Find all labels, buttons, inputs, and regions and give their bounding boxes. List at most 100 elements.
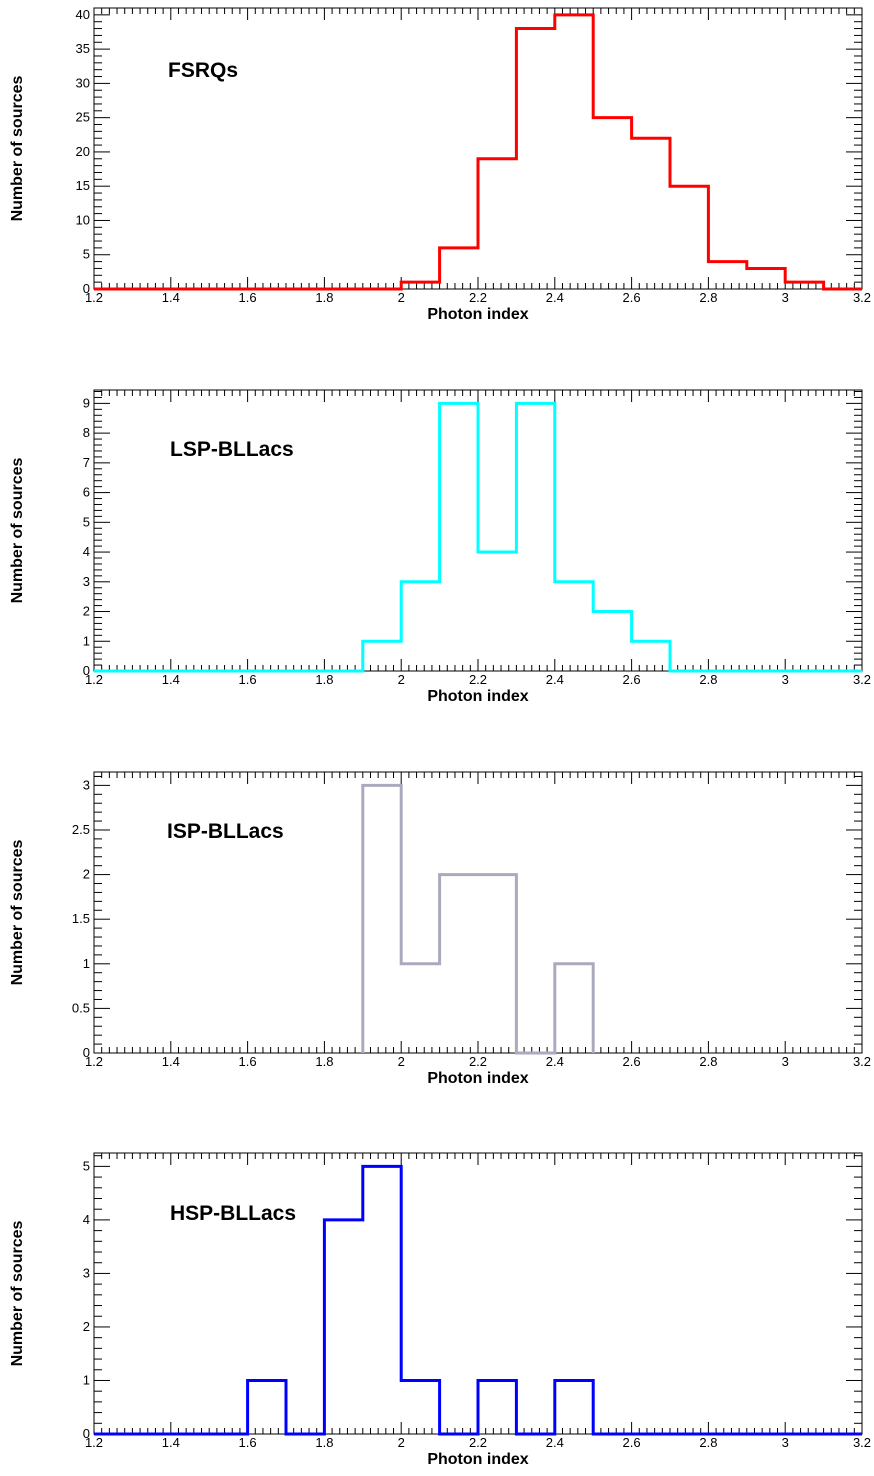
y-tick-label: 9 (83, 395, 90, 410)
x-axis-title: Photon index (427, 306, 528, 323)
histogram-bin (401, 1380, 439, 1434)
y-tick-label: 3 (83, 777, 90, 792)
x-tick-label: 1.8 (315, 672, 333, 687)
y-tick-label: 0 (83, 663, 90, 678)
x-tick-label: 1.2 (85, 1435, 103, 1450)
y-tick-label: 3 (83, 574, 90, 589)
y-tick-label: 6 (83, 485, 90, 500)
y-tick-label: 0.5 (72, 1000, 90, 1015)
histogram-bin (632, 138, 670, 289)
y-tick-label: 2 (83, 604, 90, 619)
x-tick-label: 2.4 (546, 290, 564, 305)
histogram-series (94, 1164, 862, 1436)
panel-hsp-bllacs: 1.2 1.4 1.6 1.8 2 2.2 2.4 2.6 2.8 3 3.2 0 1 2 3 4 5 Photo… (9, 1152, 871, 1468)
x-tick-label: 2 (398, 1054, 405, 1069)
y-tick-label: 7 (83, 455, 90, 470)
y-tick-label: 30 (76, 75, 90, 90)
x-tick-label: 2.6 (623, 290, 641, 305)
y-tick-label: 5 (83, 1158, 90, 1173)
histogram-bin (478, 552, 516, 671)
histogram-bin (555, 1380, 593, 1434)
histogram-bin (440, 875, 478, 1053)
y-axis-title: Number of sources (9, 457, 26, 603)
y-tick-label: 2 (83, 867, 90, 882)
x-tick-label: 2.8 (699, 672, 717, 687)
histogram-bin (401, 964, 439, 1053)
x-tick-label: 2.6 (623, 1054, 641, 1069)
histogram-bin (440, 248, 478, 289)
histogram-bin (440, 403, 478, 671)
histogram-bin (555, 964, 593, 1053)
x-tick-label: 3.2 (853, 672, 871, 687)
panel-fsrqs: 1.2 1.4 1.6 1.8 2 2.2 2.4 2.6 2.8 3 3.2 0 5 10 15 20 25 3… (9, 7, 871, 323)
y-tick-label: 40 (76, 7, 90, 22)
x-tick-label: 3.2 (853, 1054, 871, 1069)
x-tick-label: 1.8 (315, 1054, 333, 1069)
histogram-bin (555, 15, 593, 289)
x-tick-label: 1.4 (162, 290, 180, 305)
panel-label: HSP-BLLacs (170, 1202, 296, 1225)
x-tick-label: 2.8 (699, 290, 717, 305)
y-tick-label: 4 (83, 1212, 90, 1227)
histogram-bin (363, 641, 401, 671)
histogram-bin (478, 1380, 516, 1434)
y-axis-title: Number of sources (9, 75, 26, 221)
x-tick-label: 3 (782, 290, 789, 305)
y-tick-label: 25 (76, 110, 90, 125)
histogram-bin (516, 403, 554, 671)
histogram-bin (324, 1220, 362, 1434)
x-tick-label: 2 (398, 290, 405, 305)
y-tick-label: 0 (83, 1426, 90, 1441)
histogram-bin (363, 1166, 401, 1434)
x-axis-title: Photon index (427, 1070, 528, 1087)
x-tick-label: 2.2 (469, 1435, 487, 1450)
x-tick-label: 2.8 (699, 1435, 717, 1450)
x-tick-label: 2.4 (546, 1054, 564, 1069)
histogram-bin (478, 875, 516, 1053)
x-tick-label: 2.2 (469, 290, 487, 305)
y-tick-label: 2 (83, 1319, 90, 1334)
histogram-series (94, 13, 862, 291)
panel-lsp-bllacs: 1.2 1.4 1.6 1.8 2 2.2 2.4 2.6 2.8 3 3.2 0 1 2 3 4 5 6 7 8 9 P… (9, 389, 871, 705)
x-tick-label: 2.2 (469, 1054, 487, 1069)
x-tick-label: 1.4 (162, 1435, 180, 1450)
x-tick-label: 3.2 (853, 290, 871, 305)
y-tick-label: 1 (83, 633, 90, 648)
histogram-bin (708, 262, 746, 289)
y-tick-label: 2.5 (72, 822, 90, 837)
x-tick-label: 1.6 (239, 672, 257, 687)
x-tick-label: 2.8 (699, 1054, 717, 1069)
x-tick-label: 2.6 (623, 1435, 641, 1450)
y-tick-label: 4 (83, 544, 90, 559)
histogram-bin (670, 186, 708, 289)
y-tick-label: 5 (83, 247, 90, 262)
histogram-bin (478, 159, 516, 289)
histogram-bin (363, 785, 401, 1053)
y-tick-label: 1.5 (72, 911, 90, 926)
x-tick-label: 2.6 (623, 672, 641, 687)
histogram-bin (555, 582, 593, 671)
x-tick-label: 1.4 (162, 672, 180, 687)
histogram-bin (248, 1380, 286, 1434)
x-tick-label: 1.2 (85, 1054, 103, 1069)
y-axis-title: Number of sources (9, 839, 26, 985)
x-tick-label: 3 (782, 1054, 789, 1069)
x-tick-label: 2.4 (546, 1435, 564, 1450)
histogram-bin (747, 268, 785, 289)
y-tick-label: 1 (83, 956, 90, 971)
y-tick-label: 0 (83, 1045, 90, 1060)
y-tick-label: 3 (83, 1265, 90, 1280)
y-tick-label: 15 (76, 178, 90, 193)
y-tick-label: 35 (76, 41, 90, 56)
x-tick-label: 3 (782, 1435, 789, 1450)
y-tick-label: 5 (83, 514, 90, 529)
x-tick-label: 1.2 (85, 290, 103, 305)
histogram-bin (516, 29, 554, 289)
y-tick-label: 0 (83, 281, 90, 296)
x-tick-label: 1.8 (315, 290, 333, 305)
x-tick-label: 1.2 (85, 672, 103, 687)
x-tick-label: 3 (782, 672, 789, 687)
x-tick-label: 3.2 (853, 1435, 871, 1450)
histogram-bin (401, 582, 439, 671)
